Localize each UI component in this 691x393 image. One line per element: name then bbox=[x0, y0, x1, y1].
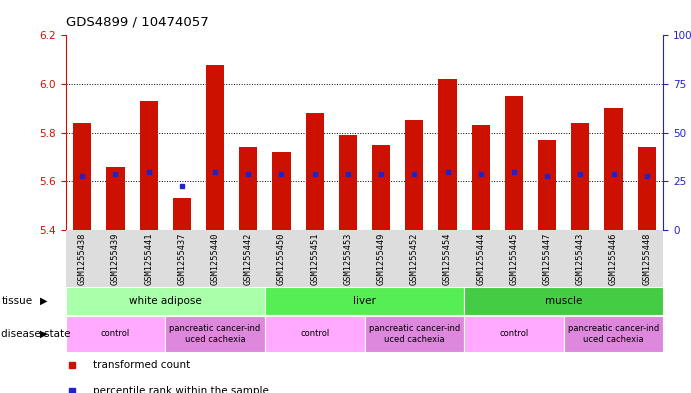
Text: GSM1255443: GSM1255443 bbox=[576, 233, 585, 285]
Text: GSM1255439: GSM1255439 bbox=[111, 233, 120, 285]
Bar bbox=[206, 64, 224, 230]
Bar bbox=[140, 101, 158, 230]
Bar bbox=[538, 140, 556, 230]
Bar bbox=[372, 145, 390, 230]
Text: GSM1255446: GSM1255446 bbox=[609, 233, 618, 285]
Text: GSM1255447: GSM1255447 bbox=[542, 233, 551, 285]
Text: white adipose: white adipose bbox=[129, 296, 202, 306]
Text: pancreatic cancer-ind
uced cachexia: pancreatic cancer-ind uced cachexia bbox=[169, 324, 261, 343]
Text: GSM1255454: GSM1255454 bbox=[443, 233, 452, 285]
Text: GSM1255448: GSM1255448 bbox=[642, 233, 651, 285]
Text: pancreatic cancer-ind
uced cachexia: pancreatic cancer-ind uced cachexia bbox=[369, 324, 460, 343]
Text: GSM1255450: GSM1255450 bbox=[277, 233, 286, 285]
Text: GSM1255440: GSM1255440 bbox=[211, 233, 220, 285]
FancyBboxPatch shape bbox=[165, 316, 265, 352]
Text: GSM1255441: GSM1255441 bbox=[144, 233, 153, 285]
Text: GSM1255452: GSM1255452 bbox=[410, 233, 419, 285]
Text: GSM1255442: GSM1255442 bbox=[244, 233, 253, 285]
Text: ▶: ▶ bbox=[40, 329, 48, 339]
Bar bbox=[239, 147, 258, 230]
FancyBboxPatch shape bbox=[265, 287, 464, 315]
Text: tissue: tissue bbox=[1, 296, 32, 306]
Bar bbox=[73, 123, 91, 230]
FancyBboxPatch shape bbox=[66, 316, 165, 352]
Text: transformed count: transformed count bbox=[93, 360, 190, 370]
FancyBboxPatch shape bbox=[564, 316, 663, 352]
Text: GSM1255437: GSM1255437 bbox=[178, 233, 187, 285]
Text: disease state: disease state bbox=[1, 329, 71, 339]
Bar bbox=[405, 121, 424, 230]
Bar bbox=[106, 167, 124, 230]
Text: control: control bbox=[500, 329, 529, 338]
Bar bbox=[471, 125, 490, 230]
Bar bbox=[339, 135, 357, 230]
FancyBboxPatch shape bbox=[365, 316, 464, 352]
Text: percentile rank within the sample: percentile rank within the sample bbox=[93, 386, 268, 393]
FancyBboxPatch shape bbox=[464, 287, 663, 315]
FancyBboxPatch shape bbox=[66, 287, 265, 315]
FancyBboxPatch shape bbox=[464, 316, 564, 352]
Bar bbox=[305, 113, 324, 230]
Text: control: control bbox=[300, 329, 330, 338]
Text: GSM1255438: GSM1255438 bbox=[78, 233, 87, 285]
Text: control: control bbox=[101, 329, 130, 338]
Text: liver: liver bbox=[353, 296, 376, 306]
Bar bbox=[173, 198, 191, 230]
Bar bbox=[272, 152, 291, 230]
Text: GSM1255451: GSM1255451 bbox=[310, 233, 319, 285]
Bar bbox=[505, 96, 523, 230]
Bar bbox=[638, 147, 656, 230]
Text: ▶: ▶ bbox=[40, 296, 48, 306]
Bar bbox=[571, 123, 589, 230]
Text: GSM1255453: GSM1255453 bbox=[343, 233, 352, 285]
Text: GDS4899 / 10474057: GDS4899 / 10474057 bbox=[66, 16, 209, 29]
Bar bbox=[438, 79, 457, 230]
Text: GSM1255444: GSM1255444 bbox=[476, 233, 485, 285]
Text: GSM1255449: GSM1255449 bbox=[377, 233, 386, 285]
Text: GSM1255445: GSM1255445 bbox=[509, 233, 518, 285]
Text: muscle: muscle bbox=[545, 296, 583, 306]
Text: pancreatic cancer-ind
uced cachexia: pancreatic cancer-ind uced cachexia bbox=[568, 324, 659, 343]
Bar bbox=[605, 108, 623, 230]
FancyBboxPatch shape bbox=[265, 316, 365, 352]
